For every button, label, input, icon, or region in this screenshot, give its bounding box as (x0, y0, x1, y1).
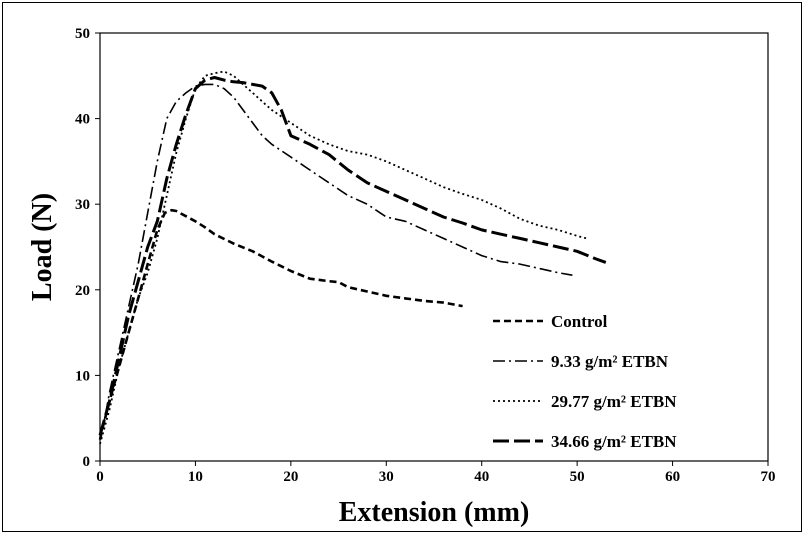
chart-svg: 0 10 20 30 40 50 60 70 0 10 20 30 40 50 Control 9.33 g… (27, 26, 776, 528)
series-line-1 (98, 208, 463, 440)
y-tick-label: 20 (75, 283, 90, 299)
x-tick-label: 0 (96, 469, 104, 485)
y-tick-label: 0 (83, 454, 91, 470)
legend-label-1: Control (551, 312, 608, 331)
legend: Control 9.33 g/m² ETBN 29.77 g/m² ETBN 34.6… (493, 312, 677, 451)
ticks: 0 10 20 30 40 50 60 70 0 10 20 30 40 50 (75, 26, 776, 485)
series-line-3 (99, 70, 587, 445)
y-tick-label: 10 (75, 368, 90, 384)
plot-area-border (99, 32, 769, 462)
x-tick-label: 70 (761, 469, 776, 485)
x-axis-title: Extension (mm) (339, 497, 530, 528)
x-tick-label: 50 (570, 469, 585, 485)
y-tick-label: 40 (75, 112, 90, 128)
legend-label-4: 34.66 g/m² ETBN (551, 432, 677, 451)
x-tick-label: 30 (379, 469, 394, 485)
series-line-4 (98, 76, 607, 436)
x-tick-label: 20 (283, 469, 298, 485)
x-tick-label: 40 (474, 469, 489, 485)
x-tick-label: 10 (188, 469, 203, 485)
legend-label-3: 29.77 g/m² ETBN (551, 392, 677, 411)
y-axis-title: Load (N) (27, 193, 58, 301)
y-tick-label: 50 (75, 26, 90, 42)
x-tick-label: 60 (665, 469, 680, 485)
legend-label-2: 9.33 g/m² ETBN (551, 352, 669, 371)
axes (99, 32, 769, 462)
series-line-2 (99, 83, 573, 436)
y-tick-label: 30 (75, 197, 90, 213)
series-layer (98, 70, 607, 445)
